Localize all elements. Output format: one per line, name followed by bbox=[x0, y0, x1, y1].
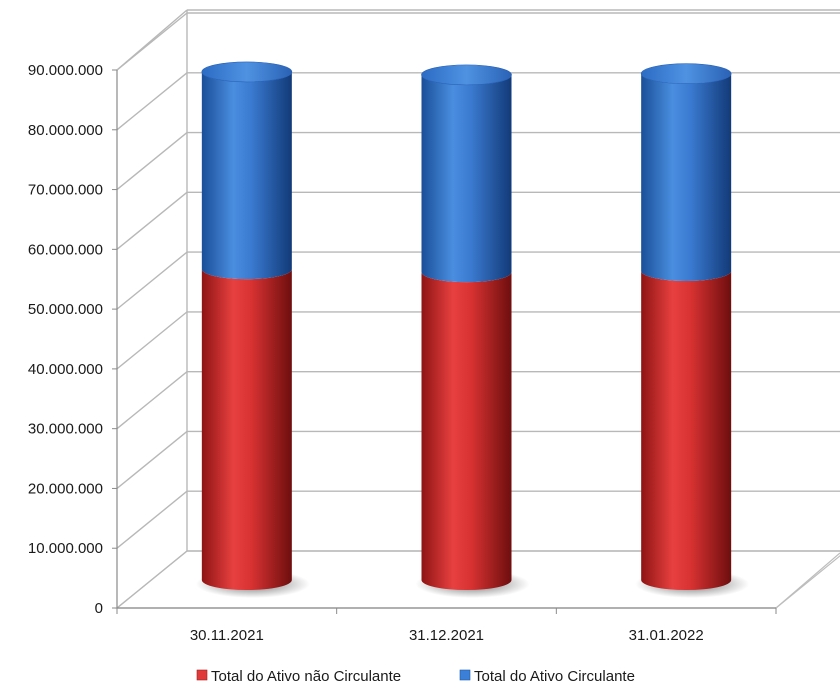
gridline-side bbox=[116, 430, 188, 489]
y-axis-tick-label: 70.000.000 bbox=[28, 182, 103, 199]
legend-swatch bbox=[459, 669, 471, 681]
legend: Total do Ativo não Circulante Total do At… bbox=[196, 668, 635, 685]
bar-segment bbox=[641, 270, 732, 590]
gridlines bbox=[116, 9, 840, 609]
gridline-side bbox=[116, 191, 188, 250]
y-axis-tick-label: 30.000.000 bbox=[28, 421, 103, 438]
floor-edge bbox=[775, 552, 840, 609]
legend-label: Total do Ativo Circulante bbox=[474, 668, 635, 685]
axes bbox=[112, 69, 777, 614]
y-axis-tick-label: 60.000.000 bbox=[28, 241, 103, 258]
y-axis-tick-label: 80.000.000 bbox=[28, 122, 103, 139]
gridline-side bbox=[116, 490, 188, 549]
gridline-side bbox=[116, 550, 188, 609]
wall-edge bbox=[116, 9, 188, 71]
bar-segment bbox=[421, 272, 512, 590]
y-axis-tick-label: 10.000.000 bbox=[28, 540, 103, 557]
x-axis-category-label: 31.01.2022 bbox=[629, 627, 704, 644]
bar-top-cap bbox=[640, 63, 732, 84]
bar-segment bbox=[421, 74, 512, 283]
bar-group bbox=[415, 64, 530, 598]
y-axis-tick-labels: 0 10.000.000 20.000.000 30.000.000 40.000.00… bbox=[28, 62, 103, 617]
y-axis-tick-label: 40.000.000 bbox=[28, 361, 103, 378]
x-axis-category-label: 31.12.2021 bbox=[409, 627, 484, 644]
x-axis-category-labels: 30.11.2021 31.12.2021 31.01.2022 bbox=[190, 627, 704, 644]
y-axis-tick-label: 20.000.000 bbox=[28, 480, 103, 497]
bar-segment bbox=[641, 73, 732, 281]
bar-top-cap bbox=[201, 61, 293, 83]
bar-segment bbox=[201, 269, 292, 590]
gridline-side bbox=[116, 311, 188, 370]
gridline-side bbox=[116, 132, 188, 191]
bar-group bbox=[195, 61, 310, 598]
bar-top-cap bbox=[421, 64, 512, 86]
y-axis-tick-label: 90.000.000 bbox=[28, 62, 103, 79]
legend-swatch bbox=[196, 669, 208, 681]
legend-label: Total do Ativo não Circulante bbox=[211, 668, 401, 685]
gridline-side bbox=[116, 371, 188, 430]
gridline-side bbox=[116, 72, 188, 131]
x-axis-category-label: 30.11.2021 bbox=[190, 627, 264, 644]
y-axis-tick-label: 50.000.000 bbox=[28, 301, 103, 318]
y-axis-tick-label: 0 bbox=[95, 600, 103, 617]
bar-segment bbox=[201, 71, 292, 280]
bar-group bbox=[635, 63, 750, 598]
gridline-side bbox=[116, 251, 188, 310]
bars bbox=[195, 61, 750, 598]
